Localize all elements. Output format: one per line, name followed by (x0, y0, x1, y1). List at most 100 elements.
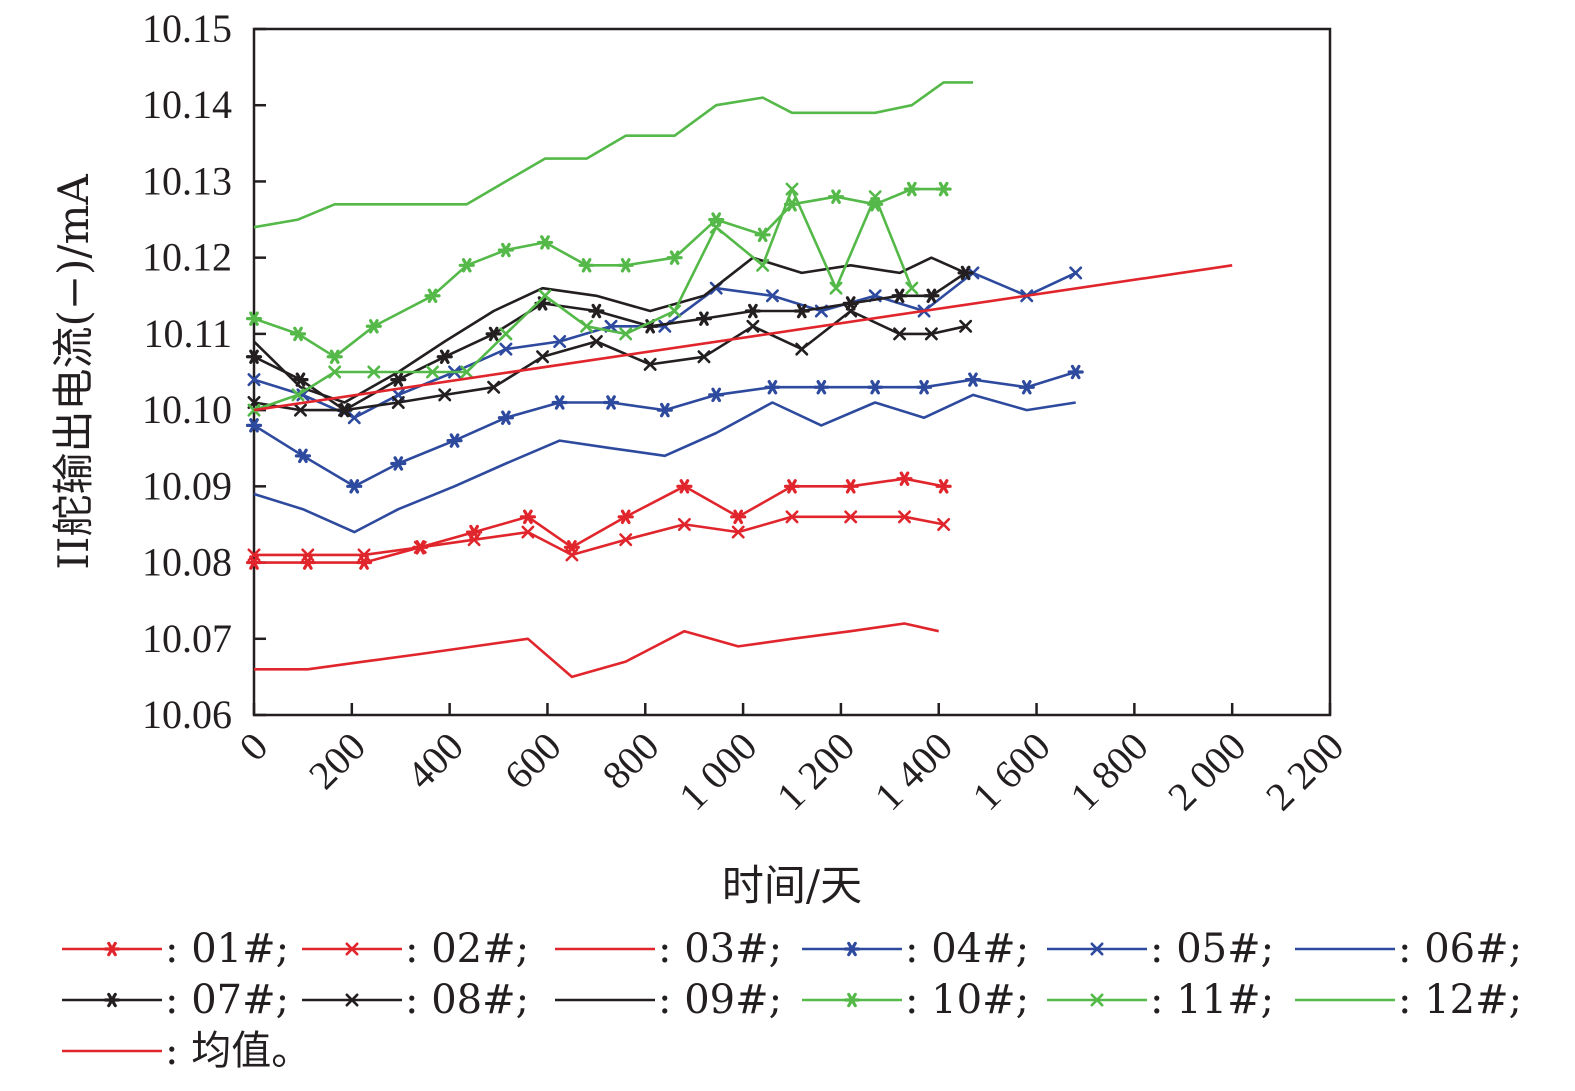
data-point (245, 349, 263, 364)
series-06# (253, 393, 1076, 534)
x-tick-label: 1 200 (768, 724, 863, 819)
legend-item: : 11#; (1047, 977, 1274, 1023)
data-point (446, 433, 463, 448)
series-02# (247, 510, 951, 562)
series-11# (247, 182, 919, 417)
legend-item: : 02#; (302, 926, 529, 972)
series-line (254, 477, 944, 564)
data-point (337, 403, 351, 417)
x-tick-label: 400 (398, 724, 472, 798)
data-point (677, 517, 691, 531)
legend-label: : 11#; (1150, 977, 1274, 1023)
data-point (487, 380, 501, 394)
data-point (785, 510, 799, 524)
data-point (695, 311, 713, 326)
data-point (903, 181, 920, 197)
data-point (842, 479, 859, 494)
legend-item: : 01#; (62, 926, 289, 972)
series-line (253, 393, 1076, 534)
series-layer (245, 81, 1233, 679)
x-tick-label: 2 200 (1257, 724, 1352, 819)
data-point (536, 350, 550, 364)
legend-marker (345, 993, 359, 1007)
data-point (521, 525, 535, 539)
data-point (357, 548, 371, 562)
data-point (578, 258, 595, 273)
legend-item: : 07#; (62, 977, 289, 1023)
series-12# (253, 81, 973, 229)
legend-label: : 06#; (1398, 926, 1522, 972)
data-point (289, 326, 307, 342)
data-point (827, 189, 845, 204)
data-point (891, 288, 908, 304)
legend-label: : 均值。 (165, 1028, 311, 1074)
data-point (499, 342, 513, 356)
data-point (754, 227, 771, 243)
data-point (897, 510, 911, 524)
series-10# (245, 181, 952, 364)
data-point (499, 327, 513, 341)
data-point (676, 479, 693, 494)
y-axis-title: II舵输出电流(−)/mA (49, 174, 98, 570)
data-point (744, 303, 761, 319)
data-point (896, 471, 913, 486)
data-point (424, 288, 441, 304)
data-point (915, 380, 933, 395)
data-point (731, 525, 745, 539)
x-tick-label: 0 (230, 724, 276, 770)
data-point (785, 182, 799, 196)
data-point (708, 387, 725, 403)
data-point (765, 289, 779, 303)
series-line (254, 622, 939, 679)
data-point (764, 380, 781, 395)
data-point (957, 265, 974, 281)
y-axis: 10.06 10.07 10.08 10.09 10.10 10.11 10.12 10.13… (142, 6, 266, 737)
data-point (460, 365, 474, 379)
data-point (438, 388, 452, 402)
legend-label: : 04#; (905, 926, 1029, 972)
data-point (247, 548, 261, 562)
data-point (793, 303, 810, 319)
data-point (783, 197, 801, 212)
data-point (964, 372, 982, 387)
data-point (643, 357, 657, 371)
series-line (253, 309, 966, 412)
x-tick-label: 800 (593, 724, 667, 798)
y-tick-label: 10.08 (142, 540, 232, 585)
data-point (844, 510, 858, 524)
data-point (391, 395, 405, 409)
x-tick-label: 1 400 (866, 724, 961, 819)
series-line (253, 81, 973, 229)
legend-label: : 10#; (905, 977, 1029, 1023)
series-09# (253, 256, 967, 404)
data-point (867, 380, 884, 395)
data-point (844, 304, 858, 318)
data-point (589, 335, 603, 349)
series-line (253, 256, 967, 404)
data-point (390, 456, 407, 471)
data-point (935, 479, 952, 494)
legend-label: : 02#; (405, 926, 529, 972)
data-point (328, 365, 342, 379)
legend-label: : 01#; (165, 926, 289, 972)
legend-item: : 09#; (555, 977, 782, 1023)
data-point (905, 281, 919, 295)
y-tick-label: 10.10 (142, 387, 232, 432)
data-point (538, 289, 552, 303)
data-point (367, 365, 381, 379)
legend-item: : 12#; (1295, 977, 1522, 1023)
series-line (254, 515, 944, 557)
legend-marker (843, 941, 861, 957)
data-point (245, 311, 263, 326)
data-point (458, 258, 475, 273)
data-point (697, 350, 711, 364)
x-tick-label: 600 (496, 724, 570, 798)
legend-label: : 05#; (1150, 926, 1274, 972)
series-04# (245, 364, 1084, 494)
data-point (390, 372, 407, 387)
data-point (935, 181, 952, 197)
y-tick-label: 10.09 (142, 463, 232, 508)
legend-label: : 09#; (658, 977, 782, 1023)
data-point (413, 540, 427, 554)
